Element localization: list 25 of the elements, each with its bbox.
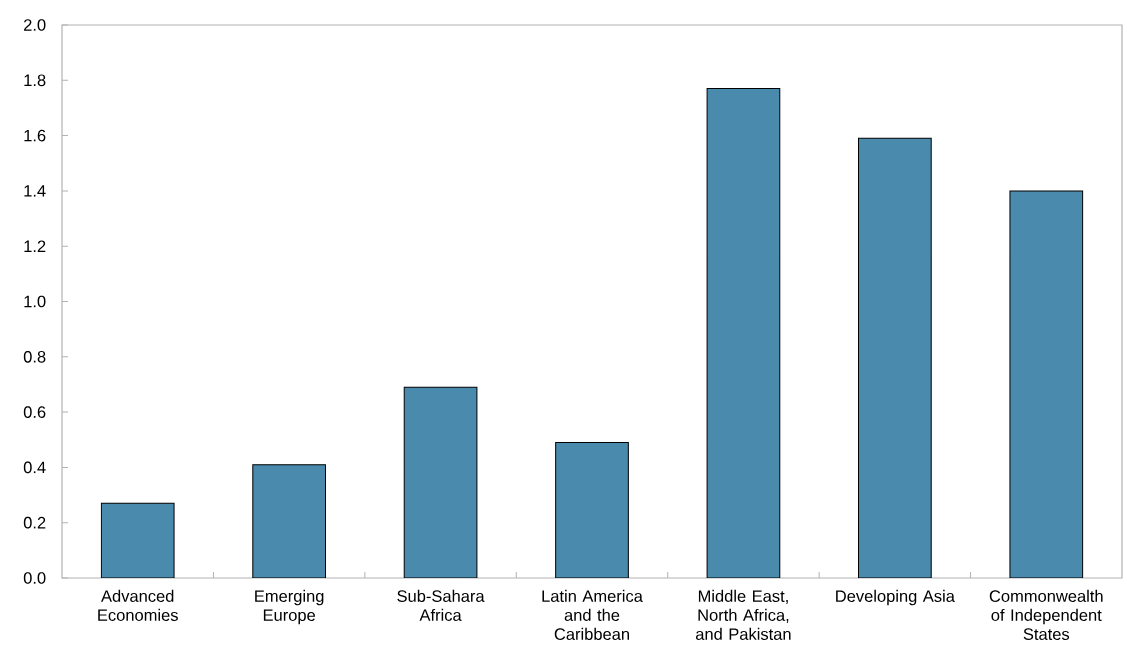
x-tick-label: Latin America and the Caribbean (542, 589, 643, 640)
bar (706, 88, 781, 578)
x-tick-label: Developing Asia (836, 589, 955, 606)
bar (252, 464, 326, 578)
bar (100, 502, 175, 578)
x-tick-label: Commonwealth of Independent States (989, 589, 1103, 640)
y-tick-label: 2.0 (24, 19, 46, 31)
y-tick-label: 1.2 (24, 240, 46, 252)
x-tick-label: Advanced Economies (98, 589, 178, 621)
bar (555, 442, 629, 578)
y-tick-label: 0.2 (23, 516, 46, 529)
x-tick-label: Middle East, North Africa, and Pakistan (695, 589, 791, 640)
y-tick-label: 0.8 (23, 350, 46, 363)
y-tick-label: 0.0 (23, 572, 46, 584)
y-tick-label: 1.4 (24, 185, 46, 197)
y-tick-label: 0.6 (23, 406, 46, 418)
bar (403, 386, 478, 578)
y-tick-label: 1.6 (24, 129, 46, 142)
y-tick-label: 1.0 (24, 295, 46, 308)
x-tick-label: Emerging Europe (255, 589, 324, 625)
bar (1009, 190, 1084, 578)
y-tick-label: 1.8 (24, 74, 46, 87)
x-tick-label: Sub-Sahara Africa (397, 589, 485, 621)
bar (858, 137, 932, 578)
y-tick-label: 0.4 (23, 461, 46, 474)
